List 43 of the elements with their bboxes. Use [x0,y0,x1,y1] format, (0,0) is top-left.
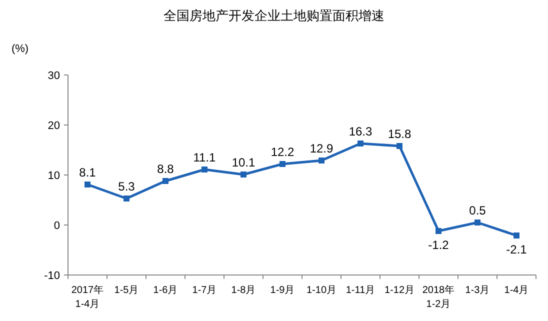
data-label: 5.3 [118,180,135,194]
data-label: -1.2 [428,238,449,252]
point [514,232,520,238]
ytick: 30 [48,70,60,82]
data-label: 8.1 [79,166,96,180]
point [280,161,286,167]
point [202,166,208,172]
point [474,220,480,226]
point [358,140,364,146]
data-label: -2.1 [506,242,527,256]
xtick: 1-9月 [270,285,295,296]
data-label: 15.8 [388,127,412,141]
data-label: 0.5 [469,204,486,218]
xtick: 1-4月 [504,285,529,296]
point [436,228,442,234]
xtick: 1-8月 [231,285,256,296]
point [318,158,324,164]
xtick: 1-12月 [384,285,414,296]
point [124,196,130,202]
point [162,178,168,184]
data-label: 8.8 [157,162,174,176]
xtick: 1-6月 [153,285,178,296]
ylabel: (%) [11,43,29,55]
xtick: 2017年 1-4月 [71,285,104,310]
data-label: 16.3 [348,124,372,138]
ytick: 20 [48,120,60,132]
xtick: 2018年 1-2月 [422,285,455,310]
xtick: 1-7月 [192,285,217,296]
data-label: 12.9 [310,142,334,156]
xtick: 1-11月 [346,285,376,296]
title: 全国房地产开发企业土地购置面积增速 [164,8,384,23]
point [240,172,246,178]
xtick: 1-5月 [114,285,139,296]
point [396,143,402,149]
ytick: 0 [54,220,60,232]
data-label: 12.2 [270,145,294,159]
data-label: 10.1 [232,156,256,170]
point [84,182,90,188]
xtick: 1-10月 [306,285,336,296]
xtick: 1-3月 [465,285,490,296]
data-label: 11.1 [193,150,216,164]
ytick: -10 [44,270,60,282]
ytick: 10 [48,170,60,182]
